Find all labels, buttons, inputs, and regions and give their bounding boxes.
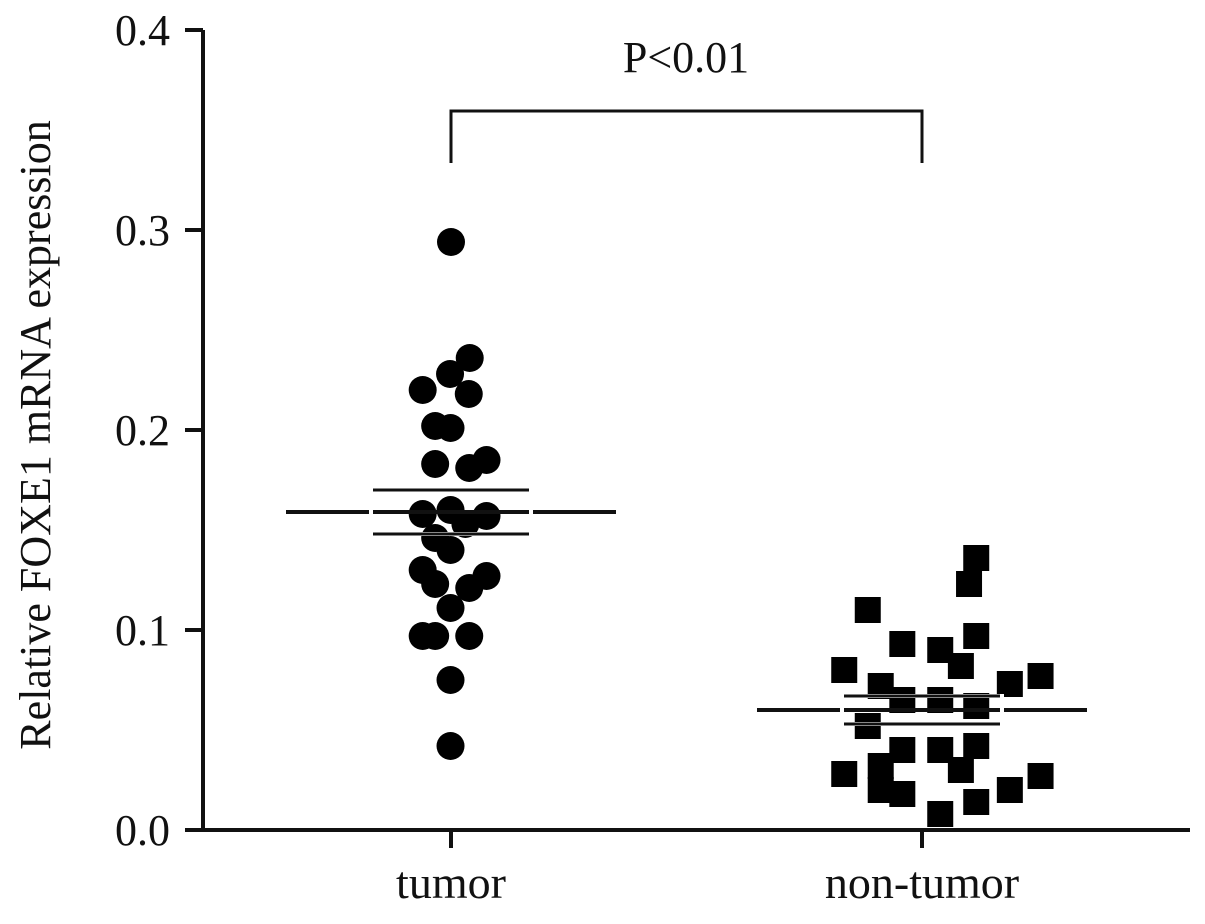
y-tick-label: 0.0 xyxy=(115,806,170,855)
non-tumor-point xyxy=(854,597,881,623)
non-tumor-point xyxy=(963,733,990,759)
tumor-point xyxy=(436,594,465,622)
non-tumor-point xyxy=(867,753,894,779)
non-tumor-point xyxy=(1027,663,1054,689)
non-tumor-point xyxy=(996,671,1023,697)
non-tumor-point xyxy=(889,781,916,807)
non-tumor-point xyxy=(831,657,858,683)
tumor-point xyxy=(455,622,484,650)
tumor-point xyxy=(421,570,450,598)
non-tumor-point xyxy=(927,801,954,827)
tumor-point xyxy=(454,380,483,408)
non-tumor-point xyxy=(947,757,974,783)
tumor-point xyxy=(436,360,465,388)
tumor-point xyxy=(472,446,501,474)
non-tumor-point xyxy=(963,623,990,649)
y-tick-label: 0.3 xyxy=(115,206,170,255)
tumor-point xyxy=(421,450,450,478)
tumor-point xyxy=(451,510,480,538)
non-tumor-point xyxy=(956,571,983,597)
tumor-point xyxy=(455,344,484,372)
category-label-non-tumor: non-tumor xyxy=(825,857,1019,908)
non-tumor-point xyxy=(831,761,858,787)
tumor-point xyxy=(436,666,465,694)
mean-sem-bars xyxy=(286,488,1087,726)
significance-bracket xyxy=(449,109,924,163)
data-points xyxy=(408,228,1054,827)
bracket-line xyxy=(449,109,924,163)
x-ticks: tumor non-tumor xyxy=(396,830,1019,908)
non-tumor-point xyxy=(963,789,990,815)
y-axis-title: Relative FOXE1 mRNA expression xyxy=(11,120,60,749)
tumor-point xyxy=(436,414,465,442)
non-tumor-point xyxy=(889,631,916,657)
tumor-point xyxy=(472,562,501,590)
tumor-point xyxy=(472,502,501,530)
tumor-point xyxy=(421,622,450,650)
non-tumor-point xyxy=(947,653,974,679)
tumor-point xyxy=(408,376,437,404)
non-tumor-point xyxy=(963,545,990,571)
tumor-point xyxy=(436,732,465,760)
tumor-point xyxy=(436,536,465,564)
non-tumor-point xyxy=(996,777,1023,803)
p-value-annotation: P<0.01 xyxy=(623,33,749,82)
y-tick-label: 0.2 xyxy=(115,406,170,455)
category-label-tumor: tumor xyxy=(396,857,506,908)
y-ticks: 0.0 0.1 0.2 0.3 0.4 xyxy=(115,6,203,855)
non-tumor-point xyxy=(1027,763,1054,789)
y-tick-label: 0.1 xyxy=(115,606,170,655)
tumor-point xyxy=(437,228,465,256)
y-tick-label: 0.4 xyxy=(115,6,170,55)
